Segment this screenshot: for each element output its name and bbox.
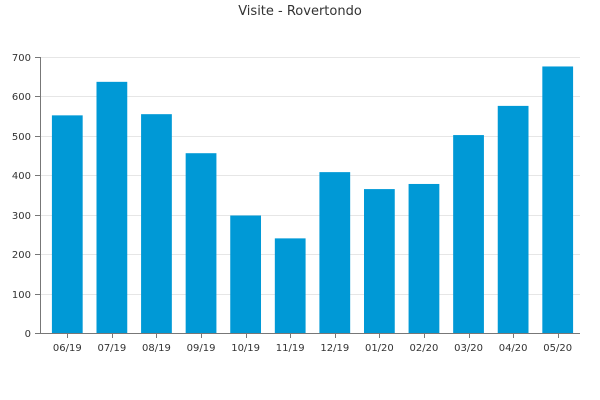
bar-06-19[interactable] [51,115,83,334]
y-tick-label: 400 [12,171,31,182]
chart-title: Visite - Rovertondo [238,4,362,19]
bars [51,66,574,334]
bar-02-20[interactable] [408,183,440,333]
bar-03-20[interactable] [453,135,484,333]
bar-12-19[interactable] [319,172,351,333]
y-tick-label: 200 [12,250,31,261]
bar-04-20[interactable] [497,105,529,334]
x-tick-label: 04/20 [499,343,528,354]
x-tick-label: 12/19 [320,343,349,354]
bar-07-19[interactable] [96,81,128,333]
bar-05-20[interactable] [542,66,574,333]
x-tick-label: 08/19 [142,343,171,354]
y-tick-label: 500 [12,132,31,143]
gridlines [40,57,580,295]
x-tick-label: 09/19 [187,343,216,354]
bar-08-19[interactable] [141,114,172,334]
x-tick-labels: 06/19 07/19 08/19 09/19 10/19 11/19 12/19 01/20… [53,343,572,354]
bar-11-19[interactable] [274,238,306,333]
x-tick-label: 05/20 [543,343,572,354]
x-tick-label: 07/19 [97,343,126,354]
bar-09-19[interactable] [185,153,217,333]
x-tick-label: 03/20 [454,343,483,354]
x-tick-label: 11/19 [276,343,305,354]
axes [35,57,580,338]
y-tick-label: 600 [12,92,31,103]
x-tick-label: 10/19 [231,343,260,354]
x-tick-label: 06/19 [53,343,82,354]
bar-01-20[interactable] [363,189,395,333]
x-tick-label: 02/20 [410,343,439,354]
bar-10-19[interactable] [230,215,262,333]
y-tick-label: 700 [12,53,31,64]
y-tick-label: 0 [25,329,31,340]
y-tick-label: 100 [12,290,31,301]
y-tick-label: 300 [12,211,31,222]
x-tick-label: 01/20 [365,343,394,354]
y-tick-labels: 0 100 200 300 400 500 600 700 [12,53,31,340]
